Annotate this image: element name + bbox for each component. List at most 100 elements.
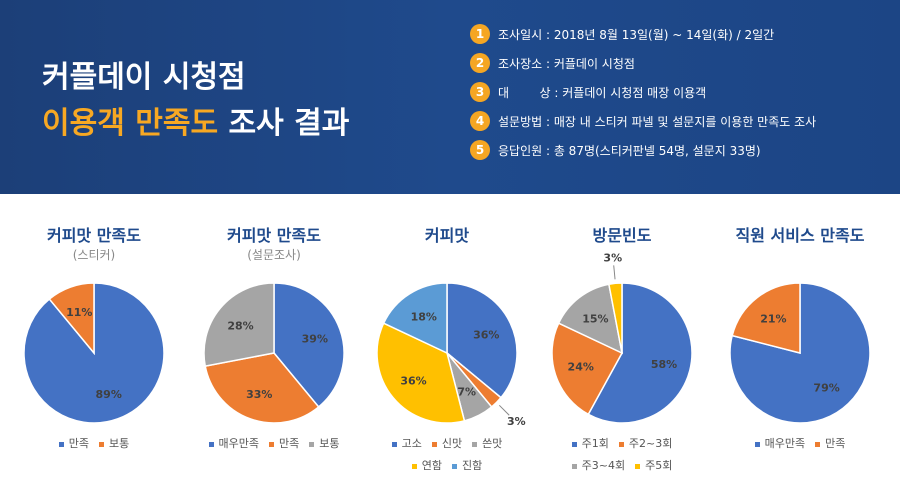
info-text: 응답인원 : 총 87명(스티커판넬 54명, 설문지 33명) xyxy=(498,143,761,158)
data-label: 18% xyxy=(411,310,437,323)
info-text: 조사일시 : 2018년 8월 13일(월) ~ 14일(화) / 2일간 xyxy=(498,27,775,42)
data-label: 7% xyxy=(457,386,476,399)
legend-swatch xyxy=(571,441,577,447)
data-label: 58% xyxy=(651,358,677,371)
info-text: 설문방법 : 매장 내 스티커 파넬 및 설문지를 이용한 만족도 조사 xyxy=(498,114,817,129)
pie-slice xyxy=(551,322,624,416)
legend-item: 주2~3회 xyxy=(618,434,673,454)
pie-slice xyxy=(48,282,95,356)
legend-label: 주1회 xyxy=(581,437,609,450)
legend-swatch xyxy=(815,441,821,447)
legend-label: 보통 xyxy=(109,437,130,450)
legend-item: 진함 xyxy=(452,456,482,476)
legend-label: 만족 xyxy=(278,437,300,450)
info-text: 대 상 : 커플데이 시청점 매장 이용객 xyxy=(498,85,707,100)
number-badge: 2 xyxy=(470,53,490,73)
pie-slice xyxy=(608,282,623,354)
header-banner: 커플데이 시청점 이용객 만족도 조사 결과 1 조사일시 : 2018년 8월… xyxy=(0,0,900,194)
legend-label: 주5회 xyxy=(645,459,673,472)
pie-slice xyxy=(446,282,518,399)
number-badge: 1 xyxy=(470,24,490,44)
legend-item: 매우만족 xyxy=(208,434,259,454)
legend-item: 고소 xyxy=(391,434,422,454)
legend-swatch xyxy=(635,463,641,469)
legend-item: 만족 xyxy=(815,434,845,454)
number-badge: 5 xyxy=(470,140,490,160)
chart-legend: 주1회 주2~3회 주3~4회 주5회 xyxy=(532,432,712,476)
legend-label: 매우만족 xyxy=(218,437,259,450)
pie-slice xyxy=(204,352,320,424)
data-label: 36% xyxy=(400,375,426,388)
legend-label: 연함 xyxy=(421,459,442,472)
leader-line xyxy=(498,404,510,416)
data-label: 11% xyxy=(66,306,92,319)
legend-item: 신맛 xyxy=(431,434,462,454)
number-badge: 4 xyxy=(470,111,490,131)
info-row-1: 1 조사일시 : 2018년 8월 13일(월) ~ 14일(화) / 2일간 xyxy=(470,24,816,44)
legend-item: 매우만족 xyxy=(754,434,806,454)
legend-label: 보통 xyxy=(319,437,340,450)
info-text: 조사장소 : 커플데이 시청점 xyxy=(498,56,635,71)
chart-title: 커피맛 xyxy=(424,226,470,245)
chart-panel-staff-service: 직원 서비스 만족도 79% 21% 매우만족 만족 xyxy=(710,222,890,492)
legend-swatch xyxy=(431,441,437,447)
pie-slice xyxy=(203,282,275,367)
chart-panel-coffee-sticker: 커피맛 만족도 (스티커) 89% 11% 만족 보통 xyxy=(4,222,184,492)
data-label: 15% xyxy=(582,313,608,326)
data-label: 3% xyxy=(603,251,622,264)
legend-swatch xyxy=(411,463,417,469)
legend-label: 진함 xyxy=(462,459,483,472)
pie-slice xyxy=(587,282,693,424)
pie-chart: 36% 3% 7% 36% 18% xyxy=(376,282,526,428)
leader-line xyxy=(613,265,616,280)
legend-label: 매우만족 xyxy=(764,437,806,450)
chart-title: 커피맛 만족도 xyxy=(47,226,141,245)
title-highlight: 이용객 만족도 xyxy=(42,106,219,141)
pie-chart: 39% 33% 28% xyxy=(203,282,345,424)
info-row-3: 3 대 상 : 커플데이 시청점 매장 이용객 xyxy=(470,82,816,102)
legend-label: 쓴맛 xyxy=(482,437,503,450)
legend-label: 주3~4회 xyxy=(581,459,626,472)
legend-swatch xyxy=(391,441,397,447)
data-label: 24% xyxy=(568,360,594,373)
legend-swatch xyxy=(268,441,274,447)
legend-swatch xyxy=(99,441,104,447)
chart-title: 커피맛 만족도 xyxy=(227,226,321,245)
legend-item: 주5회 xyxy=(635,456,672,476)
survey-info-list: 1 조사일시 : 2018년 8월 13일(월) ~ 14일(화) / 2일간 … xyxy=(470,24,816,169)
legend-swatch xyxy=(472,441,478,447)
chart-legend: 매우만족 만족 보통 xyxy=(184,432,364,454)
pie-slice xyxy=(557,283,624,355)
chart-subtitle: (설문조사) xyxy=(247,248,301,262)
chart-legend: 매우만족 만족 xyxy=(710,432,890,454)
pie-chart: 58% 24% 15% 3% xyxy=(551,251,693,424)
legend-item: 주3~4회 xyxy=(571,456,626,476)
chart-legend: 만족 보통 xyxy=(4,432,184,454)
pie-chart: 89% 11% xyxy=(23,282,165,424)
title-line1: 커플데이 시청점 xyxy=(42,60,246,95)
legend-label: 주2~3회 xyxy=(628,437,673,450)
legend-item: 쓴맛 xyxy=(472,434,502,454)
number-badge: 3 xyxy=(470,82,490,102)
legend-label: 만족 xyxy=(68,437,89,450)
pie-slice xyxy=(273,282,345,408)
legend-item: 만족 xyxy=(268,434,300,454)
data-label: 36% xyxy=(473,329,499,342)
title-rest: 조사 결과 xyxy=(228,106,350,141)
data-label: 28% xyxy=(227,319,253,332)
data-label: 79% xyxy=(813,381,839,394)
legend-swatch xyxy=(452,463,457,469)
chart-panel-visit-frequency: 방문빈도 58% 24% 15% 3% 주1회 주2~3회 주3~4회 주5회 xyxy=(532,222,712,492)
pie-slice xyxy=(731,282,801,354)
pie-slice xyxy=(376,322,466,424)
legend-swatch xyxy=(618,441,624,447)
legend-swatch xyxy=(58,441,64,447)
data-label: 39% xyxy=(302,332,328,345)
legend-swatch xyxy=(571,463,577,469)
legend-label: 만족 xyxy=(825,437,846,450)
pie-chart: 79% 21% xyxy=(729,282,871,424)
chart-title: 직원 서비스 만족도 xyxy=(735,226,865,245)
legend-item: 보통 xyxy=(99,434,129,454)
data-label: 3% xyxy=(507,415,526,428)
